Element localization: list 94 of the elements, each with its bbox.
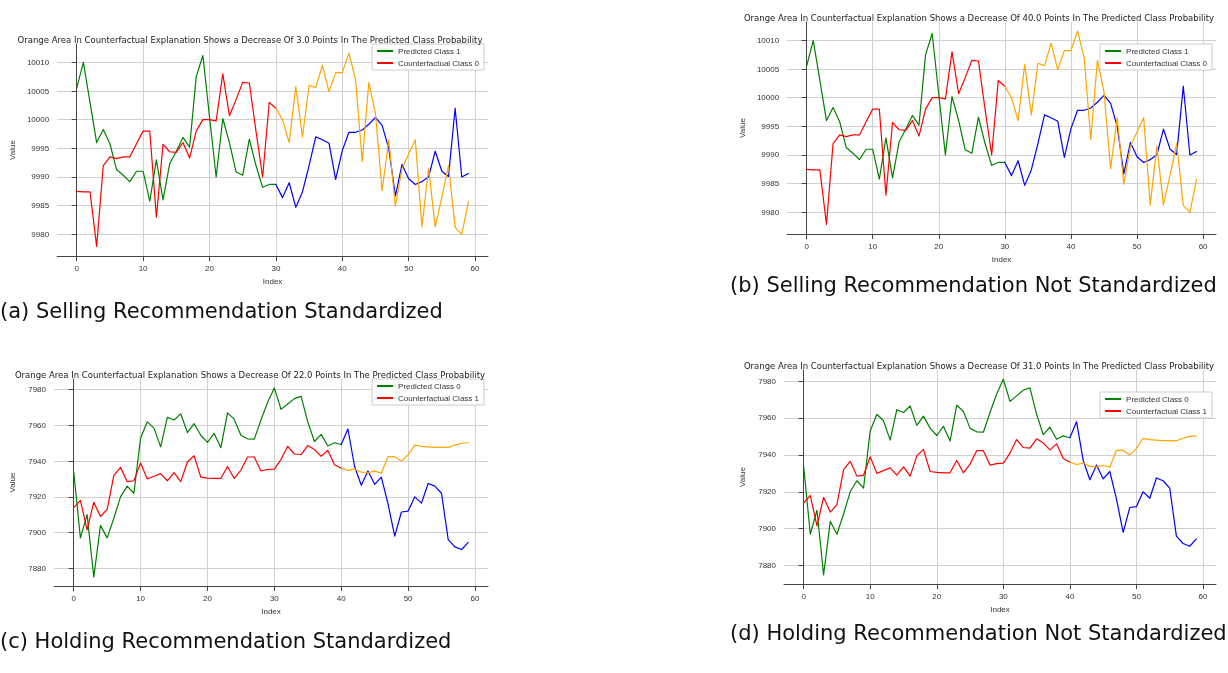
x-tick-label: 40 [1065, 591, 1075, 601]
x-tick-label: 10 [865, 591, 876, 601]
x-tick-label: 60 [1198, 591, 1209, 601]
y-axis-title: Value [7, 139, 17, 160]
x-tick-label: 50 [1132, 591, 1142, 601]
x-tick-label: 0 [804, 241, 810, 251]
y-tick-label: 10005 [26, 86, 50, 96]
x-tick-label: 10 [138, 263, 149, 273]
y-tick-label: 9985 [761, 179, 780, 189]
x-tick-label: 10 [136, 593, 146, 603]
y-tick-label: 7880 [758, 561, 777, 571]
x-tick-label: 30 [1000, 241, 1010, 251]
x-axis-title: Index [990, 604, 1010, 614]
y-tick-label: 7940 [28, 456, 47, 466]
y-tick-label: 7960 [758, 413, 777, 423]
y-tick-label: 7960 [28, 420, 47, 430]
legend-label: Counterfactual Class 0 [1126, 58, 1208, 68]
x-tick-label: 20 [932, 591, 942, 601]
line-series [340, 428, 469, 551]
y-tick-label: 10005 [756, 64, 780, 74]
y-tick-label: 7920 [758, 487, 777, 497]
text: (d) Holding Recommendation Not Standardized [730, 620, 1228, 646]
y-tick-label: 9980 [761, 207, 780, 217]
y-tick-label: 7980 [758, 376, 777, 386]
chart-title: Orange Area In Counterfactual Explanation Shows a Decrease Of 40.0 Points In The Predicted Class Probability [743, 12, 1215, 23]
legend-label: Counterfactual Class 1 [398, 393, 480, 403]
y-tick-label: 7900 [28, 528, 47, 538]
x-tick-label: 50 [404, 263, 414, 273]
line-series [76, 54, 277, 202]
line-series [806, 51, 1006, 225]
x-tick-label: 20 [203, 593, 213, 603]
x-tick-label: 40 [337, 263, 348, 273]
x-tick-label: 60 [1198, 241, 1209, 251]
chart-title: Orange Area In Counterfactual Explanation Shows a Decrease Of 3.0 Points In The Predicted Class Probability [17, 34, 483, 45]
text: (c) Holding Recommendation Standardized [0, 628, 453, 654]
y-axis-title: Value [7, 472, 17, 493]
line-series [1069, 435, 1197, 468]
legend-label: Predicted Class 0 [1126, 394, 1190, 404]
y-tick-label: 7980 [28, 385, 47, 395]
line-series [73, 387, 342, 578]
y-tick-label: 9990 [761, 150, 780, 160]
line-series [803, 438, 1071, 527]
x-tick-label: 40 [336, 593, 347, 603]
y-tick-label: 10000 [756, 93, 780, 103]
y-tick-label: 9995 [31, 143, 50, 153]
x-tick-label: 30 [269, 593, 280, 603]
line-series [76, 73, 277, 247]
x-axis-title: Index [262, 276, 283, 286]
line-series [1004, 30, 1198, 213]
y-axis-title: Value [737, 466, 747, 487]
x-tick-label: 50 [403, 593, 414, 603]
chart-title: Orange Area In Counterfactual Explanation Shows a Decrease Of 31.0 Points In The Predicted Class Probability [743, 360, 1215, 371]
legend-label: Counterfactual Class 0 [398, 58, 480, 68]
x-tick-label: 30 [271, 263, 281, 273]
legend-label: Predicted Class 0 [398, 381, 462, 391]
x-tick-label: 20 [934, 241, 944, 251]
y-tick-label: 7900 [758, 524, 777, 534]
line-series [340, 442, 469, 474]
x-tick-label: 10 [868, 241, 878, 251]
line-series [275, 107, 470, 208]
legend-label: Counterfactual Class 1 [1126, 406, 1208, 416]
x-tick-label: 50 [1132, 241, 1143, 251]
chart-title: Orange Area In Counterfactual Explanation Shows a Decrease Of 22.0 Points In The Predicted Class Probability [14, 369, 486, 380]
y-tick-label: 7940 [758, 450, 777, 460]
line-series [1004, 85, 1198, 186]
line-series [275, 52, 470, 235]
y-tick-label: 9985 [31, 201, 50, 211]
x-tick-label: 60 [470, 263, 481, 273]
x-tick-label: 60 [470, 593, 480, 603]
x-tick-label: 0 [801, 591, 807, 601]
y-tick-label: 9990 [31, 172, 50, 182]
legend-label: Predicted Class 1 [398, 46, 462, 56]
x-tick-label: 0 [74, 263, 80, 273]
x-tick-label: 30 [998, 591, 1009, 601]
text: (a) Selling Recommendation Standardized [0, 298, 444, 324]
x-axis-title: Index [261, 606, 281, 616]
y-tick-label: 10010 [26, 57, 50, 67]
y-tick-label: 10000 [26, 115, 50, 125]
x-tick-label: 20 [205, 263, 215, 273]
y-tick-label: 7880 [28, 563, 47, 573]
y-tick-label: 9980 [31, 229, 50, 239]
x-tick-label: 0 [71, 593, 77, 603]
y-tick-label: 9995 [761, 121, 780, 131]
x-tick-label: 40 [1066, 241, 1076, 251]
text: (b) Selling Recommendation Not Standardized [730, 272, 1218, 298]
legend-label: Predicted Class 1 [1126, 46, 1190, 56]
line-series [1069, 421, 1197, 547]
line-series [803, 378, 1071, 576]
x-axis-title: Index [991, 254, 1012, 264]
y-tick-label: 10010 [756, 35, 780, 45]
line-series [806, 32, 1006, 180]
y-tick-label: 7920 [28, 492, 47, 502]
y-axis-title: Value [737, 117, 747, 138]
line-series [73, 444, 342, 531]
